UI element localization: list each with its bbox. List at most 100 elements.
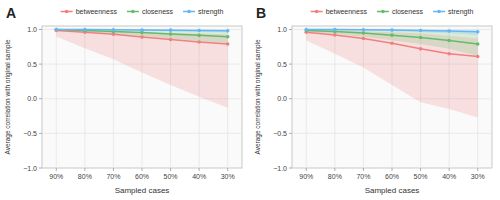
tick-mark: [449, 168, 450, 171]
chart: −1.0−0.50.00.51.090%80%70%60%50%40%30%Sa…: [0, 0, 500, 200]
plot-frame: [292, 26, 492, 168]
point: [447, 52, 451, 56]
tick-label: 1.0: [27, 26, 37, 33]
tick-label: 0.0: [277, 95, 287, 102]
point: [419, 47, 423, 51]
line: [306, 32, 477, 56]
legend-label: strength: [198, 8, 223, 16]
legend-item: closeness: [127, 8, 174, 15]
grid-line: [56, 26, 57, 168]
tick-mark: [39, 133, 42, 134]
point: [169, 32, 173, 36]
point: [83, 28, 87, 32]
line: [306, 31, 477, 45]
data-area: [304, 28, 479, 118]
point: [226, 35, 230, 39]
legend: betweenness closeness strength: [61, 8, 224, 16]
tick-label: 1.0: [277, 26, 287, 33]
tick-mark: [39, 29, 42, 30]
legend-item: closeness: [377, 8, 424, 15]
legend-item: strength: [433, 8, 473, 16]
point: [419, 29, 423, 33]
point: [390, 42, 394, 46]
legend-marker: [65, 10, 69, 14]
point: [197, 40, 201, 44]
tick-mark: [334, 168, 335, 171]
point: [226, 42, 230, 46]
legend-label: closeness: [392, 8, 424, 15]
tick-label: 60%: [135, 173, 149, 180]
tick-mark: [39, 98, 42, 99]
point: [333, 28, 337, 32]
point: [169, 28, 173, 32]
point: [476, 55, 480, 59]
y-axis-label: Average correlation with original sample: [4, 39, 12, 155]
point: [362, 31, 366, 35]
point: [419, 36, 423, 40]
tick-mark: [289, 29, 292, 30]
tick-mark: [142, 168, 143, 171]
tick-mark: [306, 168, 307, 171]
legend-label: betweenness: [326, 8, 368, 15]
tick-label: 60%: [385, 173, 399, 180]
point: [169, 38, 173, 42]
grid-line: [306, 26, 307, 168]
tick-mark: [363, 168, 364, 171]
panel: −1.0−0.50.00.51.090%80%70%60%50%40%30%Sa…: [4, 5, 242, 195]
legend-marker: [381, 10, 385, 14]
tick-mark: [84, 168, 85, 171]
point: [112, 28, 116, 32]
tick-label: 50%: [164, 173, 178, 180]
tick-label: 90%: [299, 173, 313, 180]
tick-label: 90%: [49, 173, 63, 180]
band: [306, 29, 477, 117]
legend-label: strength: [448, 8, 473, 16]
point: [197, 34, 201, 38]
tick-mark: [39, 64, 42, 65]
tick-mark: [392, 168, 393, 171]
legend-label: closeness: [142, 8, 174, 15]
tick-label: −1.0: [273, 165, 287, 172]
tick-label: 40%: [442, 173, 456, 180]
point: [140, 28, 144, 32]
tick-mark: [170, 168, 171, 171]
legend-item: betweenness: [311, 8, 368, 15]
tick-label: 70%: [106, 173, 120, 180]
point: [476, 42, 480, 46]
tick-label: 70%: [356, 173, 370, 180]
panel-label: A: [6, 5, 16, 21]
tick-label: −0.5: [273, 130, 287, 137]
point: [54, 28, 58, 32]
tick-mark: [289, 133, 292, 134]
tick-label: 40%: [192, 173, 206, 180]
legend-item: betweenness: [61, 8, 118, 15]
legend-marker: [131, 10, 135, 14]
tick-mark: [289, 98, 292, 99]
tick-mark: [199, 168, 200, 171]
tick-label: 30%: [471, 173, 485, 180]
point: [304, 28, 308, 32]
tick-label: 0.0: [27, 95, 37, 102]
tick-mark: [477, 168, 478, 171]
point: [140, 35, 144, 39]
legend-marker: [315, 10, 319, 14]
point: [54, 28, 58, 32]
tick-label: 0.5: [277, 61, 287, 68]
legend-marker: [187, 10, 191, 14]
tick-label: 80%: [328, 173, 342, 180]
point: [362, 28, 366, 32]
tick-label: 50%: [414, 173, 428, 180]
legend-item: strength: [183, 8, 223, 16]
tick-label: 80%: [78, 173, 92, 180]
tick-label: 0.5: [27, 61, 37, 68]
point: [362, 37, 366, 41]
tick-mark: [113, 168, 114, 171]
tick-label: 30%: [221, 173, 235, 180]
band: [306, 29, 477, 55]
tick-label: −1.0: [23, 165, 37, 172]
panel-label: B: [256, 5, 266, 21]
tick-mark: [289, 64, 292, 65]
point: [390, 28, 394, 32]
tick-mark: [56, 168, 57, 171]
point: [447, 29, 451, 33]
